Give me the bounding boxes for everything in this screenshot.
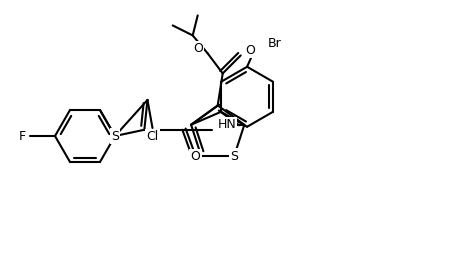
Text: Cl: Cl <box>146 130 159 143</box>
Text: HN: HN <box>218 118 236 131</box>
Text: O: O <box>190 150 200 163</box>
Text: S: S <box>111 130 119 143</box>
Text: O: O <box>245 44 255 57</box>
Text: Br: Br <box>268 37 282 50</box>
Text: F: F <box>19 130 26 143</box>
Text: S: S <box>230 150 238 163</box>
Text: O: O <box>193 42 203 55</box>
